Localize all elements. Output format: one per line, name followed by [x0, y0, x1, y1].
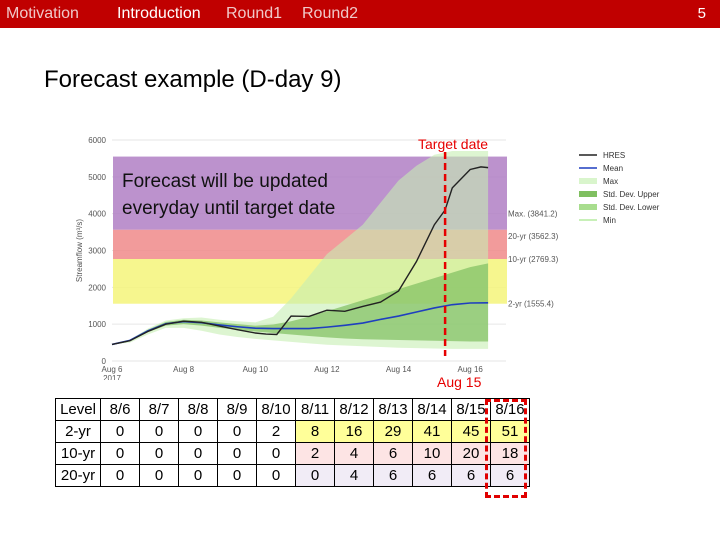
x-tick-label: Aug 14	[386, 365, 412, 374]
level-cell: 6	[373, 442, 413, 465]
y-tick-label: 2000	[88, 283, 106, 292]
level-cell: 6	[373, 464, 413, 487]
row-label: 10-yr	[55, 442, 101, 465]
row-label: 20-yr	[55, 464, 101, 487]
header-cell: 8/12	[334, 398, 374, 421]
nav-introduction[interactable]: Introduction	[117, 5, 201, 22]
header-cell: 8/9	[217, 398, 257, 421]
header-cell: 8/14	[412, 398, 452, 421]
level-row: 10-yr 0 0 0 0 0 2 4 6 10 20 18	[55, 442, 530, 465]
level-cell: 29	[373, 420, 413, 443]
header-cell: 8/8	[178, 398, 218, 421]
level-cell: 51	[490, 420, 530, 443]
y-tick-label: 5000	[88, 173, 106, 182]
highlight-aug15-column	[485, 399, 527, 498]
header-cell: Level	[55, 398, 101, 421]
level-cell: 6	[490, 464, 530, 487]
y-tick-label: 0	[102, 357, 107, 366]
level-cell: 8	[295, 420, 335, 443]
legend-label: Std. Dev. Lower	[603, 203, 660, 212]
x-tick-label: Aug 12	[314, 365, 340, 374]
level-cell: 2	[295, 442, 335, 465]
level-cell: 0	[100, 464, 140, 487]
x-tick-label: Aug 6	[102, 365, 123, 374]
header-cell: 8/6	[100, 398, 140, 421]
header-cell: 8/13	[373, 398, 413, 421]
nav-motivation[interactable]: Motivation	[6, 5, 79, 22]
level-cell: 20	[451, 442, 491, 465]
level-cell: 0	[139, 442, 179, 465]
threshold-label: 2-yr (1555.4)	[508, 300, 554, 309]
level-cell: 41	[412, 420, 452, 443]
level-cell: 16	[334, 420, 374, 443]
legend-label: Std. Dev. Upper	[603, 190, 660, 199]
x-tick-label: Aug 16	[458, 365, 484, 374]
y-tick-label: 4000	[88, 210, 106, 219]
level-cell: 0	[100, 442, 140, 465]
header-cell: 8/10	[256, 398, 296, 421]
nav-round2[interactable]: Round2	[302, 5, 359, 22]
row-label: 2-yr	[55, 420, 101, 443]
legend-swatch	[579, 191, 597, 197]
nav-round1[interactable]: Round1	[226, 5, 283, 22]
y-tick-label: 3000	[88, 247, 106, 256]
aug15-label: Aug 15	[437, 374, 482, 390]
legend-label: Mean	[603, 164, 623, 173]
level-cell: 0	[217, 464, 257, 487]
level-cell: 6	[412, 464, 452, 487]
header-cell: 8/7	[139, 398, 179, 421]
level-cell: 0	[256, 442, 296, 465]
level-table-header: Level 8/6 8/7 8/8 8/9 8/10 8/11 8/12 8/13 8/14 8/1…	[55, 398, 530, 421]
legend-label: Max	[603, 177, 618, 186]
level-cell: 0	[178, 464, 218, 487]
top-nav-bar: Motivation Introduction Round1 Round2 5	[0, 0, 720, 28]
level-cell: 10	[412, 442, 452, 465]
std-dev-band	[112, 263, 489, 345]
level-cell: 4	[334, 464, 374, 487]
target-date-label: Target date	[418, 136, 489, 152]
threshold-label: Max. (3841.2)	[508, 210, 558, 219]
level-row: 2-yr 0 0 0 0 2 8 16 29 41 45 51	[55, 420, 530, 443]
level-table: Level 8/6 8/7 8/8 8/9 8/10 8/11 8/12 8/13 8/14 8/1…	[55, 398, 530, 487]
page-number: 5	[697, 5, 706, 22]
threshold-label: 10-yr (2769.3)	[508, 255, 559, 264]
x-tick-label: Aug 8	[173, 365, 194, 374]
slide-title: Forecast example (D-day 9)	[44, 66, 342, 93]
y-axis-label: Streamflow (m³/s)	[75, 219, 84, 282]
level-cell: 45	[451, 420, 491, 443]
level-cell: 2	[256, 420, 296, 443]
legend-swatch	[579, 204, 597, 210]
x-tick-label: Aug 10	[243, 365, 269, 374]
level-cell: 0	[139, 464, 179, 487]
threshold-label: 20-yr (3562.3)	[508, 232, 559, 241]
legend-label: HRES	[603, 151, 625, 160]
header-cell: 8/11	[295, 398, 335, 421]
y-tick-label: 6000	[88, 136, 106, 145]
level-cell: 6	[451, 464, 491, 487]
streamflow-chart: 0 1000 2000 3000 4000 5000 6000 Streamflow (m³/…	[75, 136, 660, 380]
level-cell: 0	[217, 442, 257, 465]
overlay-line-2: everyday until target date	[122, 198, 336, 219]
legend-label: Min	[603, 216, 616, 225]
level-cell: 0	[178, 442, 218, 465]
level-cell: 4	[334, 442, 374, 465]
level-cell: 0	[100, 420, 140, 443]
y-tick-label: 1000	[88, 320, 106, 329]
x-tick-sublabel: 2017	[103, 374, 121, 380]
level-row: 20-yr 0 0 0 0 0 0 4 6 6 6 6	[55, 464, 530, 487]
level-cell: 0	[295, 464, 335, 487]
legend-swatch	[579, 178, 597, 184]
level-cell: 0	[139, 420, 179, 443]
level-cell: 0	[217, 420, 257, 443]
level-cell: 0	[256, 464, 296, 487]
overlay-note: Forecast will be updated everyday until …	[122, 168, 335, 222]
level-cell: 18	[490, 442, 530, 465]
level-cell: 0	[178, 420, 218, 443]
overlay-line-1: Forecast will be updated	[122, 171, 328, 192]
